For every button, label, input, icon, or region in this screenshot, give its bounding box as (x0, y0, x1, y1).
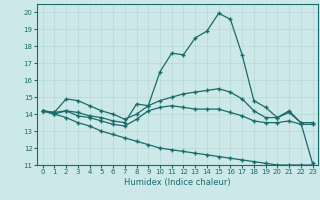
X-axis label: Humidex (Indice chaleur): Humidex (Indice chaleur) (124, 178, 231, 187)
